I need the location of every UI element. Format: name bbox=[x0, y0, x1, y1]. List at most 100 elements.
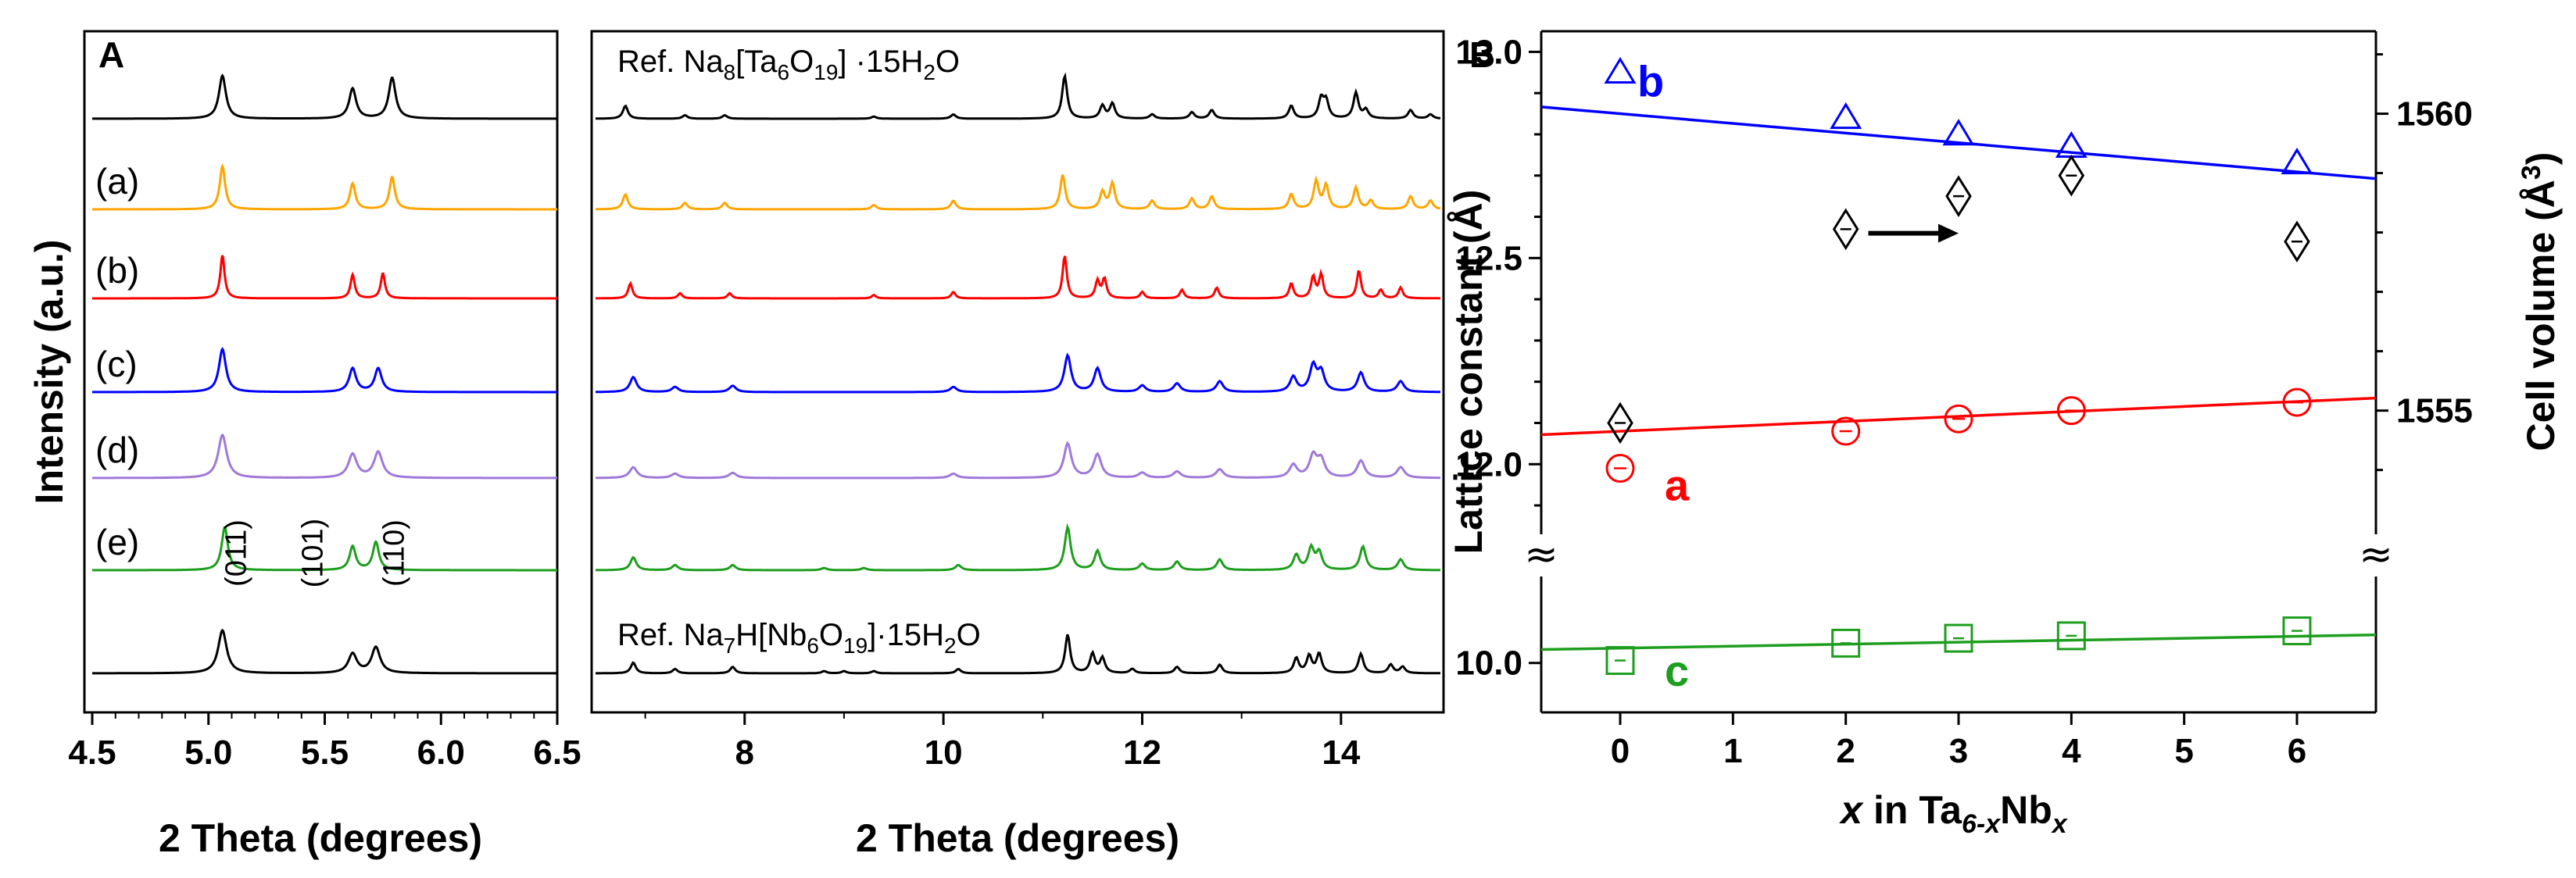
point-c bbox=[2282, 616, 2312, 646]
ref-ta-prefix: Ref. Na bbox=[617, 45, 724, 79]
panel-a2-xtick-label: 10 bbox=[925, 733, 963, 772]
panel-b-right-tick-label: 1555 bbox=[2396, 392, 2473, 430]
panel-b-ylabel-right-main: Cell volume (Å bbox=[2519, 180, 2563, 451]
panel-b-xtick-label: 2 bbox=[1836, 732, 1855, 770]
point-b bbox=[1830, 102, 1862, 130]
panel-a-xtick-label: 6.5 bbox=[533, 733, 581, 772]
panel-a2-curves bbox=[595, 72, 1441, 675]
panel-a2-trace-5 bbox=[596, 523, 1440, 572]
point-cell-volume bbox=[1832, 208, 1859, 251]
ref-ta-mid2: O bbox=[789, 45, 814, 79]
panel-b-ytick-label: 12.5 bbox=[1455, 239, 1522, 277]
volume-axis-arrowhead bbox=[1938, 223, 1959, 243]
point-a bbox=[2282, 387, 2312, 417]
panel-b-xtick-label: 4 bbox=[2062, 732, 2081, 770]
panel-b-xtick-label: 3 bbox=[1949, 732, 1968, 770]
fit-line-b bbox=[1540, 105, 2377, 180]
point-b bbox=[1942, 119, 1975, 146]
hkl-label-0: (011) bbox=[220, 519, 252, 587]
ref-ta-sub1: 8 bbox=[724, 60, 736, 84]
panel-b-xlabel: x in Ta6-xNbx bbox=[1838, 788, 2068, 839]
point-a bbox=[1605, 454, 1635, 484]
point-cell-volume bbox=[2058, 154, 2085, 197]
point-cell-volume bbox=[2284, 220, 2310, 263]
ref-nb-suffix: ]·15H bbox=[868, 618, 944, 652]
panel-a-trace-3 bbox=[92, 347, 557, 394]
panel-a-xtick-label: 4.5 bbox=[68, 733, 116, 772]
panel-a2-xticks: 8 10 12 14 bbox=[644, 712, 1361, 772]
panel-a2-xlabel: 2 Theta (degrees) bbox=[856, 816, 1179, 860]
panel-a2-trace-4 bbox=[596, 441, 1441, 480]
panel-a-xtick-label: 6.0 bbox=[417, 733, 465, 772]
ref-ta-label: Ref. Na8[Ta6O19] ·15H2O bbox=[617, 45, 960, 84]
panel-a-xtick-label: 5.0 bbox=[184, 733, 232, 772]
ref-ta-end: O bbox=[936, 45, 960, 79]
panel-b-xlabel-sub2: x bbox=[2051, 809, 2069, 839]
panel-b-series-labels: b a c bbox=[1637, 56, 1690, 695]
ref-nb-sub1: 7 bbox=[724, 634, 736, 658]
panel-a2-xtick-label: 12 bbox=[1123, 733, 1161, 772]
panel-b-xtick-label: 0 bbox=[1611, 732, 1630, 770]
panel-a-xtick-label: 5.5 bbox=[301, 733, 349, 772]
trace-label-4: (d) bbox=[95, 430, 139, 470]
panel-a-trace-labels: (a) (b) (c) (d) (e) bbox=[95, 161, 139, 562]
panel-b-points bbox=[1604, 56, 2313, 676]
panel-b-xtick-label: 1 bbox=[1723, 732, 1742, 770]
panel-a2-trace-2 bbox=[596, 255, 1440, 300]
ref-nb-label: Ref. Na7H[Nb6O19]·15H2O bbox=[617, 618, 981, 658]
axis-break-mark: ≈ bbox=[1524, 531, 1558, 578]
point-a bbox=[1944, 404, 1973, 434]
point-b bbox=[1604, 56, 1637, 84]
panel-a-curves bbox=[92, 73, 557, 675]
panel-b-right-tick-label: 1560 bbox=[2396, 95, 2473, 134]
trace-label-2: (b) bbox=[95, 250, 139, 291]
panel-a-ylabel: Intensity (a.u.) bbox=[27, 240, 71, 505]
panel-a: A 4.5 5.0 5.5 6.0 6.5 (a)(b)(c)(d)(e) (011)(… bbox=[27, 30, 581, 860]
axis-break-mark: ≈ bbox=[2359, 531, 2393, 578]
ref-ta-suffix: ] ·15H bbox=[838, 45, 923, 79]
panel-a2-trace-0 bbox=[596, 72, 1441, 120]
panel-b-xlabel-nb: Nb bbox=[2000, 788, 2052, 832]
panel-b-xtick-label: 5 bbox=[2174, 732, 2193, 770]
panel-a-continued: 8 10 12 14 Ref. Na8[Ta6O19] ·15H2O Ref. Na7… bbox=[590, 30, 1445, 860]
axis-break-mask bbox=[2359, 544, 2393, 566]
panel-a-xticks: 4.5 5.0 5.5 6.0 6.5 bbox=[68, 712, 581, 772]
panel-b-axes: 0 1 2 3 4 5 6 12.0 12.5 13.0 10.0 1555 1560 bbox=[1455, 30, 2473, 770]
panel-b-ytick-label-lower: 10.0 bbox=[1455, 644, 1522, 683]
panel-a-trace-2 bbox=[92, 255, 557, 300]
trace-label-5: (e) bbox=[95, 522, 139, 562]
ref-nb-mid: H[Nb bbox=[735, 618, 807, 652]
trace-label-1: (a) bbox=[95, 161, 139, 202]
point-c bbox=[1605, 646, 1635, 676]
panel-a-trace-1 bbox=[92, 163, 557, 211]
panel-b-fit-lines bbox=[1540, 105, 2377, 651]
ref-ta-sub3: 19 bbox=[814, 60, 838, 84]
panel-a-hkl-labels: (011) (101) (110) bbox=[220, 519, 410, 588]
ref-nb-sub3: 19 bbox=[843, 634, 868, 658]
fit-line-c bbox=[1540, 634, 2377, 651]
panel-b-ytick-label: 12.0 bbox=[1455, 445, 1522, 484]
hkl-label-2: (110) bbox=[378, 519, 411, 587]
panel-a2-trace-6 bbox=[596, 634, 1440, 675]
panel-a-frame bbox=[83, 30, 559, 714]
panel-b-xtick-label: 6 bbox=[2288, 732, 2306, 770]
point-cell-volume bbox=[1945, 175, 1972, 217]
point-c bbox=[1831, 628, 1861, 658]
trace-label-3: (c) bbox=[95, 344, 138, 384]
panel-a2-frame bbox=[590, 30, 1445, 714]
ref-nb-prefix: Ref. Na bbox=[617, 618, 724, 652]
panel-b-ylabel-left: Lattice constant (Å) bbox=[1447, 190, 1490, 555]
panel-b-xlabel-x: x bbox=[1838, 788, 1864, 832]
series-label-c: c bbox=[1665, 646, 1689, 695]
panel-b-axis-breaks: ≈ ≈ bbox=[1524, 531, 2393, 578]
panel-b-label: B bbox=[1469, 34, 1495, 75]
panel-b-ylabel-right: Cell volume (Å3) bbox=[2517, 152, 2563, 451]
ref-nb-sub4: 2 bbox=[944, 634, 957, 658]
panel-a2-trace-1 bbox=[596, 174, 1441, 211]
axis-break-mask bbox=[1524, 544, 1558, 566]
fit-line-a bbox=[1540, 396, 2377, 437]
point-b bbox=[2281, 148, 2313, 175]
panel-a-trace-6 bbox=[92, 628, 557, 675]
